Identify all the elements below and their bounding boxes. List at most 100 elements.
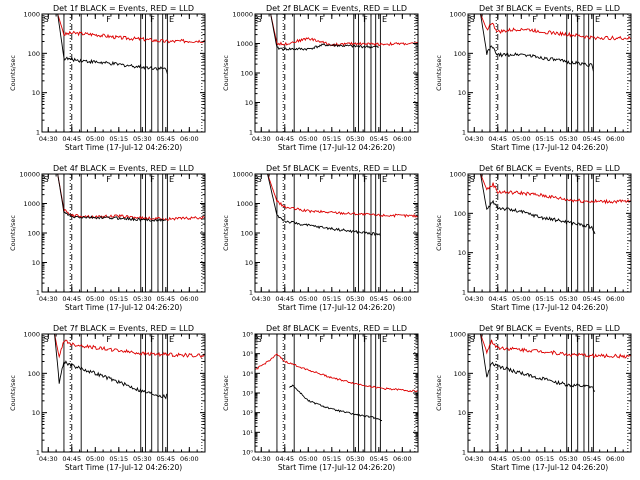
y-tick-label: 1 bbox=[462, 129, 466, 137]
y-tick-label: 10 bbox=[458, 409, 466, 417]
x-tick-label: 05:00 bbox=[86, 295, 105, 303]
x-axis-label: Start Time (17-Jul-12 04:26:20) bbox=[491, 303, 608, 312]
y-tick-label: 1 bbox=[36, 449, 40, 457]
panel-title: Det 6f BLACK = Events, RED = LLD bbox=[479, 164, 620, 173]
x-tick-label: 04:45 bbox=[488, 295, 507, 303]
phase-marker: F bbox=[106, 335, 111, 344]
lld-series-line bbox=[254, 353, 419, 393]
x-tick-label: 05:45 bbox=[369, 295, 388, 303]
plot-frame bbox=[41, 173, 206, 293]
phase-marker: S bbox=[257, 335, 262, 344]
events-series-line bbox=[289, 384, 383, 422]
panel: Det 2f BLACK = Events, RED = LLD S F F E 1 10 1… bbox=[222, 4, 419, 152]
x-tick-label: 05:45 bbox=[582, 135, 601, 143]
y-tick-label: 1 bbox=[36, 289, 40, 297]
x-tick-label: 05:45 bbox=[156, 455, 175, 463]
lld-series-line bbox=[468, 173, 632, 205]
phase-marker: F bbox=[150, 175, 155, 184]
y-tick-label: 10 bbox=[245, 259, 253, 267]
phase-marker: S bbox=[470, 175, 475, 184]
x-tick-label: 04:45 bbox=[62, 455, 81, 463]
panel-title: Det 7f BLACK = Events, RED = LLD bbox=[53, 324, 194, 333]
y-tick-label: 1000 bbox=[23, 200, 40, 208]
y-tick-label: 100 bbox=[28, 370, 40, 378]
panel-title: Det 5f BLACK = Events, RED = LLD bbox=[266, 164, 407, 173]
y-tick-label: 10⁶ bbox=[242, 331, 253, 339]
x-tick-label: 04:30 bbox=[465, 455, 484, 463]
y-tick-label: 100 bbox=[454, 50, 466, 58]
x-tick-label: 05:00 bbox=[299, 455, 318, 463]
events-series-line bbox=[42, 13, 168, 75]
x-tick-label: 05:30 bbox=[559, 455, 578, 463]
events-series-line bbox=[42, 333, 168, 400]
y-tick-label: 10000 bbox=[232, 11, 253, 19]
phase-marker: F bbox=[319, 335, 324, 344]
x-tick-label: 04:30 bbox=[252, 455, 271, 463]
x-tick-label: 06:00 bbox=[606, 455, 625, 463]
phase-marker: S bbox=[470, 335, 475, 344]
x-tick-label: 06:00 bbox=[180, 135, 199, 143]
y-tick-label: 1 bbox=[462, 449, 466, 457]
y-tick-label: 10² bbox=[242, 409, 253, 417]
phase-marker: F bbox=[319, 15, 324, 24]
y-tick-label: 1000 bbox=[23, 331, 40, 339]
panel: Det 3f BLACK = Events, RED = LLD S F F E 1 10 1… bbox=[435, 4, 632, 152]
y-tick-label: 100 bbox=[241, 230, 253, 238]
y-tick-label: 1000 bbox=[236, 40, 253, 48]
events-series-line bbox=[255, 13, 379, 51]
phase-marker: F bbox=[106, 175, 111, 184]
x-tick-label: 06:00 bbox=[393, 455, 412, 463]
x-tick-label: 05:00 bbox=[512, 295, 531, 303]
y-tick-label: 10 bbox=[458, 89, 466, 97]
panel: Det 6f BLACK = Events, RED = LLD S F F E 1 10 1… bbox=[435, 164, 632, 312]
phase-marker: E bbox=[595, 175, 600, 184]
x-tick-label: 05:30 bbox=[346, 455, 365, 463]
x-tick-label: 04:30 bbox=[39, 455, 58, 463]
x-tick-label: 06:00 bbox=[393, 295, 412, 303]
y-tick-label: 1 bbox=[249, 129, 253, 137]
x-tick-label: 05:15 bbox=[322, 135, 341, 143]
x-tick-label: 05:00 bbox=[86, 455, 105, 463]
x-tick-label: 05:15 bbox=[109, 135, 128, 143]
x-tick-label: 04:30 bbox=[252, 295, 271, 303]
lld-series-line bbox=[42, 333, 206, 359]
x-tick-label: 04:45 bbox=[275, 295, 294, 303]
x-tick-label: 06:00 bbox=[606, 295, 625, 303]
y-tick-label: 1 bbox=[462, 289, 466, 297]
x-axis-label: Start Time (17-Jul-12 04:26:20) bbox=[65, 143, 182, 152]
phase-marker: F bbox=[532, 335, 537, 344]
x-tick-label: 05:30 bbox=[133, 135, 152, 143]
phase-marker: E bbox=[169, 335, 174, 344]
lld-series-line bbox=[255, 173, 419, 219]
events-series-line bbox=[468, 333, 596, 392]
y-tick-label: 10000 bbox=[19, 171, 40, 179]
y-tick-label: 100 bbox=[454, 210, 466, 218]
x-tick-label: 05:30 bbox=[346, 295, 365, 303]
x-tick-label: 04:30 bbox=[465, 295, 484, 303]
y-tick-label: 10⁴ bbox=[242, 370, 253, 378]
x-tick-label: 05:30 bbox=[559, 135, 578, 143]
plot-frame bbox=[41, 13, 206, 133]
plot-frame bbox=[254, 13, 419, 133]
y-tick-label: 1000 bbox=[236, 200, 253, 208]
y-tick-label: 100 bbox=[28, 230, 40, 238]
x-tick-label: 05:00 bbox=[299, 135, 318, 143]
panel-title: Det 8f BLACK = Events, RED = LLD bbox=[266, 324, 407, 333]
y-tick-label: 100 bbox=[454, 370, 466, 378]
x-tick-label: 05:30 bbox=[133, 455, 152, 463]
x-tick-label: 05:15 bbox=[535, 455, 554, 463]
lld-series-line bbox=[255, 13, 419, 47]
x-tick-label: 04:45 bbox=[275, 135, 294, 143]
y-axis-label: Counts/sec bbox=[9, 55, 17, 91]
x-tick-label: 05:15 bbox=[109, 295, 128, 303]
y-axis-label: Counts/sec bbox=[222, 215, 230, 251]
panel: Det 5f BLACK = Events, RED = LLD S F F E 1 10 1… bbox=[222, 164, 419, 312]
x-tick-label: 05:45 bbox=[156, 295, 175, 303]
x-tick-label: 06:00 bbox=[606, 135, 625, 143]
phase-marker: S bbox=[470, 15, 475, 24]
phase-marker: E bbox=[169, 175, 174, 184]
x-axis-label: Start Time (17-Jul-12 04:26:20) bbox=[491, 463, 608, 472]
x-tick-label: 04:45 bbox=[488, 455, 507, 463]
panel-title: Det 9f BLACK = Events, RED = LLD bbox=[479, 324, 620, 333]
phase-marker: F bbox=[532, 175, 537, 184]
